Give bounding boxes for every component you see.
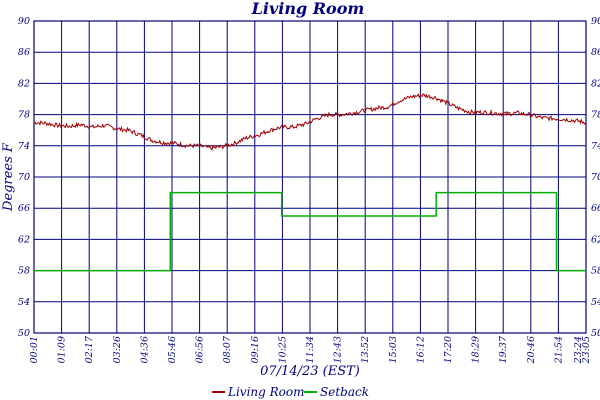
- x-tick-label: 17:20: [443, 336, 454, 363]
- x-tick-label: 01:09: [57, 336, 68, 363]
- y-tick-label: 74: [591, 141, 600, 152]
- x-tick-label: 11:34: [305, 336, 316, 363]
- y-tick-label: 90: [591, 16, 600, 27]
- x-tick-label: 16:12: [415, 336, 426, 363]
- legend: Living Room Setback: [212, 385, 369, 399]
- series-layer: [33, 92, 587, 272]
- x-tick-label: 04:36: [139, 336, 150, 363]
- plot-frame: [33, 20, 587, 334]
- x-tick-label: 20:46: [526, 336, 537, 364]
- x-tick-label: 09:16: [250, 336, 261, 363]
- series-line-living-room: [33, 92, 587, 151]
- y-tick-label: 70: [591, 172, 600, 183]
- y-tick-label: 66: [591, 203, 600, 214]
- x-tick-label: 23:24: [573, 336, 584, 364]
- y-tick-label: 74: [18, 141, 30, 152]
- y-tick-label: 70: [18, 172, 30, 183]
- y-tick-label: 58: [18, 266, 30, 277]
- x-tick-label: 08:07: [222, 335, 233, 363]
- x-tick-label: 15:03: [388, 336, 399, 363]
- y-tick-label: 50: [18, 328, 30, 339]
- x-tick-label: 02:17: [84, 335, 95, 363]
- chart-title: Living Room: [251, 0, 365, 18]
- x-tick-label: 23:05: [581, 336, 592, 364]
- y-tick-label: 78: [591, 110, 600, 121]
- y-tick-label: 54: [18, 297, 30, 308]
- y-tick-label: 62: [18, 234, 30, 245]
- y-tick-label: 90: [18, 16, 30, 27]
- series-line-setback: [34, 191, 586, 272]
- y-tick-label: 62: [591, 234, 600, 245]
- x-tick-label: 13:52: [360, 336, 371, 363]
- y-tick-label: 78: [18, 110, 30, 121]
- y-tick-label: 50: [591, 328, 600, 339]
- x-tick-label: 21:54: [553, 336, 564, 364]
- x-tick-label: 12:43: [333, 336, 344, 363]
- y-tick-label: 58: [591, 266, 600, 277]
- y-tick-label: 82: [591, 78, 600, 89]
- grid: [34, 20, 586, 334]
- y-tick-label: 66: [18, 203, 30, 214]
- legend-label-living-room: Living Room: [227, 385, 305, 399]
- y-tick-label: 86: [18, 47, 30, 58]
- x-axis-label: 07/14/23 (EST): [260, 364, 360, 379]
- y-tick-label: 54: [591, 297, 600, 308]
- x-tick-labels: 00:01 01:09 02:17 03:26 04:36 05:46 06:56 08:07…: [29, 335, 592, 364]
- y-tick-labels-right: 90 86 82 78 74 70 66 62 58 54 50: [591, 16, 600, 339]
- legend-label-setback: Setback: [320, 385, 369, 399]
- y-tick-label: 82: [18, 78, 30, 89]
- y-tick-label: 86: [591, 47, 600, 58]
- x-tick-label: 03:26: [112, 336, 123, 363]
- y-axis-label: Degrees F: [1, 142, 16, 212]
- x-tick-label: 18:29: [471, 336, 482, 363]
- x-tick-label: 19:37: [498, 335, 509, 363]
- x-tick-label: 10:25: [277, 336, 288, 363]
- y-tick-labels-left: 90 86 82 78 74 70 66 62 58 54 50: [18, 16, 30, 339]
- x-tick-label: 00:01: [29, 336, 40, 363]
- x-tick-label: 05:46: [167, 336, 178, 363]
- x-tick-label: 06:56: [195, 336, 206, 363]
